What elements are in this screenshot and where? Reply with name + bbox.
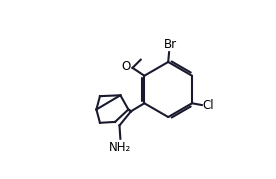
Text: NH₂: NH₂ bbox=[109, 141, 131, 154]
Text: O: O bbox=[121, 61, 130, 73]
Text: Cl: Cl bbox=[203, 99, 214, 112]
Text: Br: Br bbox=[163, 38, 177, 51]
